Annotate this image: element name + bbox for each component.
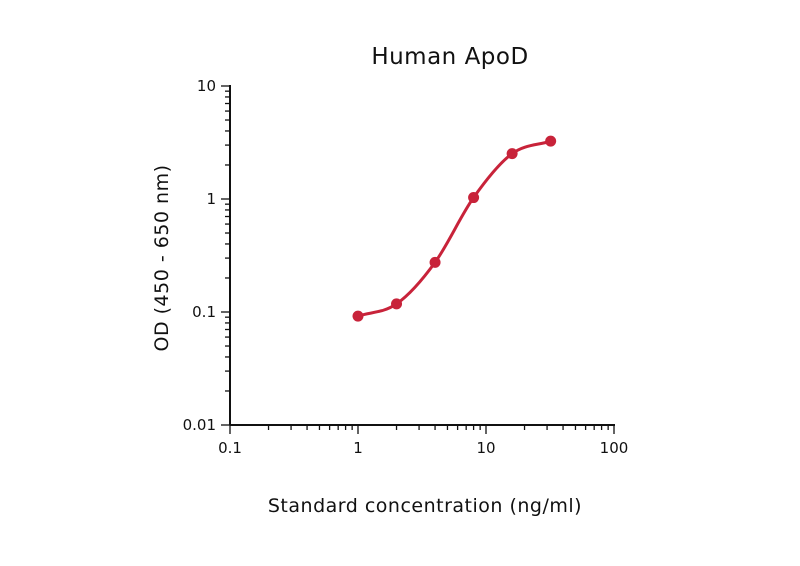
data-point [352,310,364,322]
data-point [506,148,518,160]
x-tick-label: 100 [600,439,629,457]
x-tick-label: 0.1 [218,439,242,457]
chart-title: Human ApoD [371,44,528,70]
data-point [545,135,557,147]
y-tick-label: 0.01 [183,416,216,434]
x-tick-label: 10 [476,439,495,457]
y-axis-label: OD (450 - 650 nm) [151,164,173,351]
y-tick-label: 1 [206,190,216,208]
y-tick-label: 0.1 [192,303,216,321]
fit-curve [357,139,552,318]
data-point [468,192,480,204]
x-tick-label: 1 [353,439,363,457]
data-point [429,256,441,268]
y-tick-label: 10 [197,77,216,95]
data-point [391,298,403,310]
x-axis-label: Standard concentration (ng/ml) [268,495,582,517]
